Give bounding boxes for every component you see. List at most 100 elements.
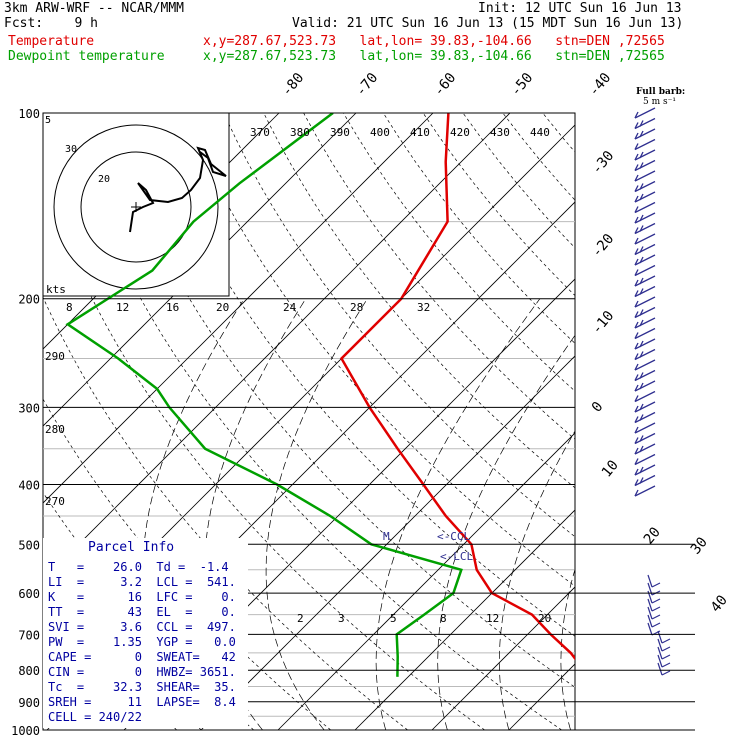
parcel-mark-m: M [383,530,390,543]
dry-adiabat [103,113,575,688]
hodograph: 30 20 5 kts [42,112,230,297]
dry-adiabat [43,398,331,730]
pressure-label: 800 [18,664,40,678]
dry-adiabat-label: 270 [45,495,65,508]
wind-barb [634,107,656,119]
mixing-ratio-label: 3 [338,612,345,625]
temperature-legend-label: Temperature [8,34,95,49]
dry-adiabat [43,177,485,730]
hodo-corner-label: 5 [45,115,51,126]
pressure-label: 900 [18,696,40,710]
wind-barb [634,212,656,224]
wind-barb [634,411,656,424]
theta-e-label: 370 [250,126,270,139]
wind-barb [634,359,656,371]
isotherm-line [43,113,511,581]
wind-barb [647,574,661,588]
isotherm-line [277,432,575,730]
wind-barb [657,662,671,676]
wind-barb [634,380,656,392]
wind-barb [647,614,661,628]
wind-barb [657,630,671,644]
init-time: Init: 12 UTC Sun 16 Jun 13 [478,1,682,16]
wind-barb [634,138,656,151]
parcel-info-panel: Parcel Info T = 26.0 Td = -1.4 LI = 3.2 L… [43,538,248,728]
parcel-info-title: Parcel Info [88,540,175,555]
parcel-info-row: CIN = 0 HWBZ= 3651. [48,665,236,679]
wind-barb [634,222,656,235]
isotherm-label: 10 [599,457,622,480]
isotherm-label: 0 [589,399,607,416]
wind-barb [634,306,656,319]
wind-barb [634,485,656,497]
mixing-ratio-label: 20 [538,612,551,625]
wind-barb [634,464,656,476]
isotherm-label: -40 [586,70,615,100]
parcel-mark-ccl: <-CCL [437,530,470,543]
dewpoint-location: x,y=287.67,523.73 lat,lon= 39.83,-104.66… [203,49,665,64]
wind-barb [657,654,671,668]
parcel-info-row: TT = 43 EL = 0. [48,605,236,619]
model-title: 3km ARW-WRF -- NCAR/MMM [4,1,185,16]
forecast-hour: Fcst: 9 h [4,16,98,31]
pressure-label: 1000 [11,724,40,738]
theta-e-label: 410 [410,126,430,139]
wind-barb [634,170,656,182]
wind-barb [634,264,656,277]
isotherm-line [663,113,740,730]
wind-barb [634,180,656,193]
isotherm-label: -60 [431,70,460,100]
pressure-label: 200 [18,293,40,307]
parcel-mark-lcl: <-LCL [440,550,473,563]
wind-barb [634,401,656,413]
dry-adiabat [183,113,575,587]
isotherm-label: -30 [589,148,618,178]
dry-adiabat [303,113,575,440]
isotherm-label: -70 [353,70,382,100]
wind-barb [657,646,671,660]
theta-e-label: 380 [290,126,310,139]
isotherm-label: -80 [279,70,308,100]
wind-barb [634,317,656,329]
barb-legend-units: 5 m s⁻¹ [643,97,676,107]
dry-adiabat [223,113,575,538]
isotherm-line [354,509,575,730]
wind-barb [634,443,656,455]
hodo-ring-label-30: 30 [65,144,77,155]
wind-barb [634,453,656,466]
theta-e-label: 430 [490,126,510,139]
wind-barb [647,598,661,612]
wind-barb [634,159,656,172]
pressure-label: 300 [18,401,40,415]
parcel-info-row: LI = 3.2 LCL = 541. [48,575,236,589]
pressure-label: 700 [18,628,40,642]
parcel-info-row: K = 16 LFC = 0. [48,590,236,604]
isotherm-line [43,113,434,504]
valid-time: Valid: 21 UTC Sun 16 Jun 13 (15 MDT Sun … [292,16,684,31]
isotherm-label: 30 [688,534,711,557]
parcel-info-row: CAPE = 0 SWEAT= 42 [48,650,236,664]
dewpoint-legend-label: Dewpoint temperature [8,49,165,64]
theta-e-label: 420 [450,126,470,139]
hodograph-trace [129,146,227,233]
wind-barb [634,201,656,214]
wind-barb [634,327,656,340]
wind-barb [634,243,656,256]
dry-adiabat [64,113,562,730]
wind-barb [657,638,671,652]
pressure-label: 100 [18,107,40,121]
isotherm-label: -10 [589,308,618,338]
barb-legend-title: Full barb: [636,87,686,97]
wind-barb [634,369,656,382]
isotherm-label: -20 [589,231,618,261]
wind-barb [634,432,656,445]
moist-adiabat [623,299,740,730]
isotherm-line [431,586,575,730]
dry-adiabat-label: 290 [45,350,65,363]
wind-barb [634,254,656,266]
mixing-ratio-label: 16 [166,301,179,314]
parcel-info-row: SVI = 3.6 CCL = 497. [48,620,236,634]
dry-adiabat [662,113,740,730]
dry-adiabat [622,113,740,730]
dry-adiabat-label: 280 [45,423,65,436]
